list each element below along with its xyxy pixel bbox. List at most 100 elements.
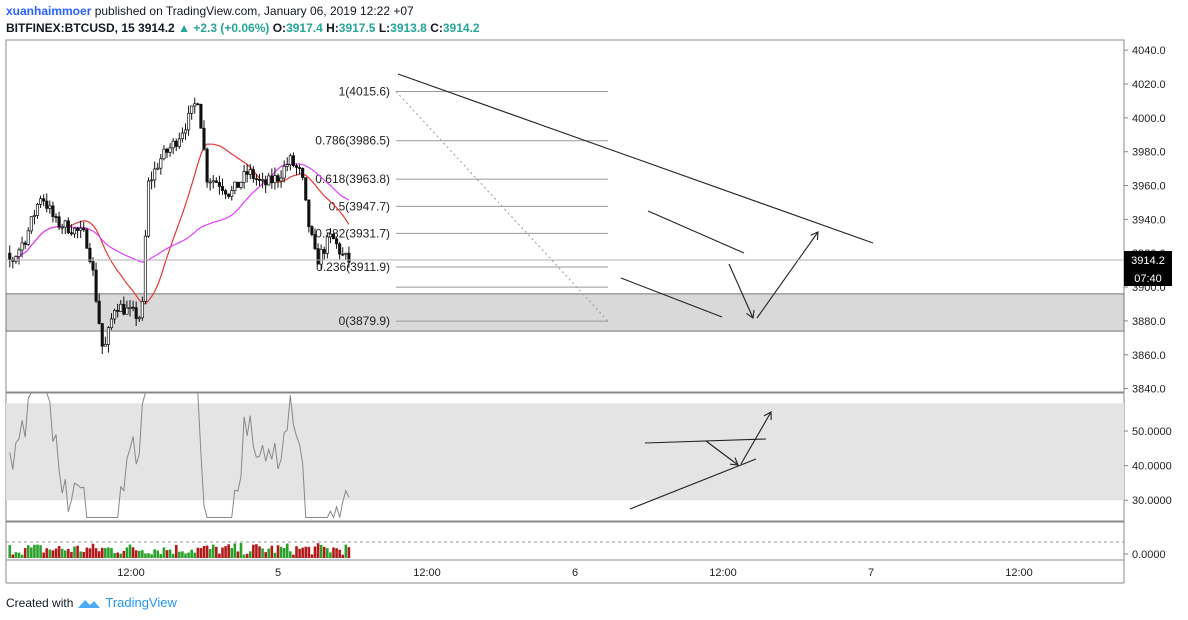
volume-bar [125, 547, 129, 558]
candle-body [285, 164, 289, 167]
candle-body [279, 177, 283, 182]
candle-body [82, 227, 86, 231]
ma-slow-line [9, 163, 350, 263]
volume-bar [218, 553, 221, 558]
candle-body [196, 103, 200, 106]
symbol-line: BITFINEX:BTCUSD, 15 3914.2 ▲ +2.3 (+0.06… [6, 21, 480, 35]
candle-body [42, 198, 46, 202]
volume-bar [17, 552, 21, 558]
fib-label: 0.786(3986.5) [315, 134, 390, 148]
candle-body [187, 112, 191, 131]
candle-body [177, 138, 181, 147]
flag-lower-line [620, 277, 723, 318]
candle-body [190, 105, 194, 114]
candle-body [288, 155, 292, 165]
tradingview-link[interactable]: TradingView [105, 595, 177, 610]
candle-body [273, 175, 277, 184]
volume-bar [168, 549, 172, 558]
candle-body [230, 190, 234, 197]
volume-bar [85, 547, 89, 558]
arrowhead-icon [810, 231, 819, 241]
volume-bar [26, 545, 30, 558]
volume-bar [202, 545, 206, 558]
candle-body [72, 227, 77, 235]
tradingview-logo-icon[interactable] [77, 597, 101, 609]
volume-bar [97, 551, 101, 558]
candle-body [224, 190, 228, 195]
volume-bar [181, 551, 184, 558]
time-axis[interactable]: 12:00 5 12:00 6 12:00 7 12:00 [117, 567, 1033, 579]
fib-label: 0.5(3947.7) [329, 199, 390, 213]
fib-retracement[interactable]: 1(4015.6) 0.786(3986.5) 0.618(3963.8) 0.5(3… [315, 84, 609, 328]
created-with-text: Created with [6, 595, 74, 610]
candle-body [344, 252, 348, 255]
support-zone-rect [5, 293, 1125, 332]
candle-body [76, 227, 80, 231]
candle-body [79, 227, 83, 231]
candle-body [100, 323, 104, 347]
volume-bar [104, 548, 107, 558]
candle-body [294, 165, 299, 168]
volume-bar [107, 547, 110, 558]
chart-area[interactable]: 1(4015.6) 0.786(3986.5) 0.618(3963.8) 0.5(3… [0, 0, 1188, 590]
osc-projection-up [740, 411, 772, 465]
candle-body [236, 181, 240, 188]
volume-bar [307, 546, 311, 558]
trend-drawings[interactable] [397, 73, 874, 510]
candle-body [57, 216, 61, 228]
candle-body [239, 181, 243, 188]
volume-bar [292, 554, 295, 558]
volume-bar [144, 553, 147, 558]
volume-bar [119, 553, 123, 558]
fib-label: 0.236(3911.9) [316, 260, 390, 274]
volume-bar [128, 544, 132, 558]
volume-bar [11, 554, 15, 558]
volume-bar [178, 551, 181, 558]
candle-body [48, 205, 52, 209]
candle-body [94, 269, 98, 302]
candle-body [128, 306, 132, 309]
candle-body [242, 171, 246, 183]
y-tick-label: 3880.0 [1132, 316, 1166, 328]
candle-body [88, 247, 92, 262]
volume-bar [73, 546, 76, 558]
volume-bar [156, 550, 160, 558]
close-label: C: [430, 21, 443, 35]
volume-bar [310, 554, 314, 558]
candle-body [291, 155, 295, 166]
price-axis[interactable]: 4040.04020.04000.03980.03960.03940.03920… [1124, 45, 1172, 561]
volume-bar [14, 552, 18, 558]
volume-bar [33, 544, 36, 558]
author-link[interactable]: xuanhaimmoer [6, 4, 92, 18]
candle-body [331, 233, 336, 240]
volume-bar [88, 548, 92, 558]
volume-bar [242, 554, 246, 558]
volume-bar [116, 552, 119, 558]
volume-bar [255, 544, 258, 558]
volume-bar [39, 545, 42, 558]
volume-bar [211, 544, 215, 558]
volume-bar [344, 544, 348, 558]
x-tick-label: 12:00 [709, 567, 737, 579]
candle-body [35, 204, 40, 216]
candle-body [103, 344, 107, 347]
oscillator-line [9, 392, 350, 519]
volume-bar [233, 543, 237, 558]
high-label: H: [326, 21, 339, 35]
candle-body [153, 168, 157, 181]
oscillator-band-rect [6, 403, 1124, 501]
candle-body [180, 132, 184, 140]
volume-bar [199, 548, 203, 558]
volume-bar [36, 544, 39, 558]
volume-bar [147, 553, 150, 558]
volume-bar [67, 549, 70, 558]
y-tick-label: 3980.0 [1132, 147, 1166, 159]
volume-bar [110, 548, 113, 558]
candle-body [168, 147, 172, 153]
candle-body [313, 234, 317, 249]
volume-bar [239, 543, 243, 558]
osc-tick-label: 50.0000 [1132, 426, 1172, 438]
volume-bar [113, 553, 116, 558]
volume-bar [42, 552, 45, 558]
fib-label: 0(3879.9) [339, 314, 390, 328]
